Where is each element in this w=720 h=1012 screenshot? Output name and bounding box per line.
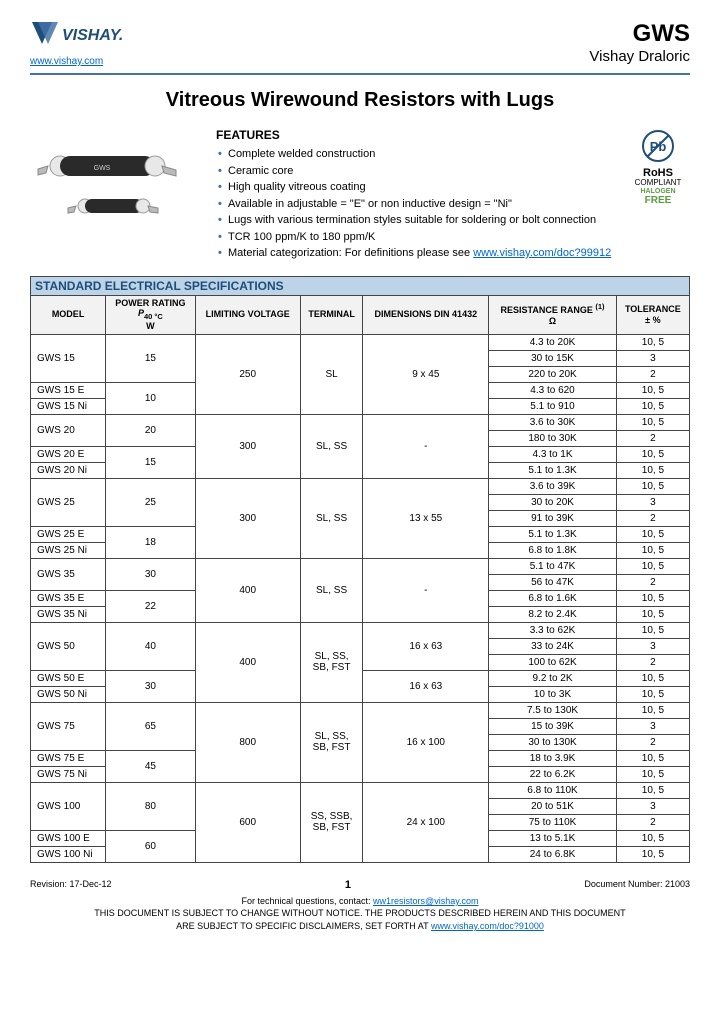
product-image: GWS <box>30 128 200 238</box>
col-voltage: LIMITING VOLTAGE <box>195 295 300 334</box>
col-tolerance: TOLERANCE± % <box>616 295 689 334</box>
feature-item: Ceramic core <box>218 163 618 180</box>
disclaimer-link[interactable]: www.vishay.com/doc?91000 <box>431 921 544 931</box>
doc-number: Document Number: 21003 <box>584 879 690 891</box>
feature-item: Material categorization: For definitions… <box>218 245 618 262</box>
features-block: FEATURES Complete welded construction Ce… <box>216 128 618 262</box>
feature-item: Lugs with various termination styles sui… <box>218 212 618 229</box>
spec-table: STANDARD ELECTRICAL SPECIFICATIONS MODEL… <box>30 276 690 863</box>
feature-item: Available in adjustable = "E" or non ind… <box>218 196 618 213</box>
pb-free-icon: Pb <box>640 128 676 164</box>
feature-item: High quality vitreous coating <box>218 179 618 196</box>
col-power: POWER RATINGP40 °CW <box>106 295 196 334</box>
tech-contact-link[interactable]: ww1resistors@vishay.com <box>373 896 479 906</box>
page-footer: Revision: 17-Dec-12 1 Document Number: 2… <box>30 879 690 933</box>
col-terminal: TERMINAL <box>300 295 363 334</box>
revision: Revision: 17-Dec-12 <box>30 879 112 891</box>
feature-item: Complete welded construction <box>218 146 618 163</box>
feature-item: TCR 100 ppm/K to 180 ppm/K <box>218 229 618 246</box>
vishay-logo: VISHAY. <box>30 20 130 56</box>
divider <box>30 73 690 75</box>
page-number: 1 <box>345 879 351 891</box>
brand-name: Vishay Draloric <box>589 48 690 65</box>
svg-text:VISHAY.: VISHAY. <box>62 27 123 44</box>
features-heading: FEATURES <box>216 128 618 142</box>
page-title: Vitreous Wirewound Resistors with Lugs <box>30 89 690 112</box>
certification-badges: Pb RoHS COMPLIANT HALOGEN FREE <box>626 128 690 262</box>
header-url[interactable]: www.vishay.com <box>30 56 103 67</box>
col-dimensions: DIMENSIONS DIN 41432 <box>363 295 489 334</box>
col-model: MODEL <box>31 295 106 334</box>
svg-text:GWS: GWS <box>94 165 111 172</box>
product-code: GWS <box>589 20 690 48</box>
material-link[interactable]: www.vishay.com/doc?99912 <box>473 247 611 259</box>
table-title: STANDARD ELECTRICAL SPECIFICATIONS <box>31 276 690 295</box>
col-resistance: RESISTANCE RANGE (1)Ω <box>489 295 617 334</box>
